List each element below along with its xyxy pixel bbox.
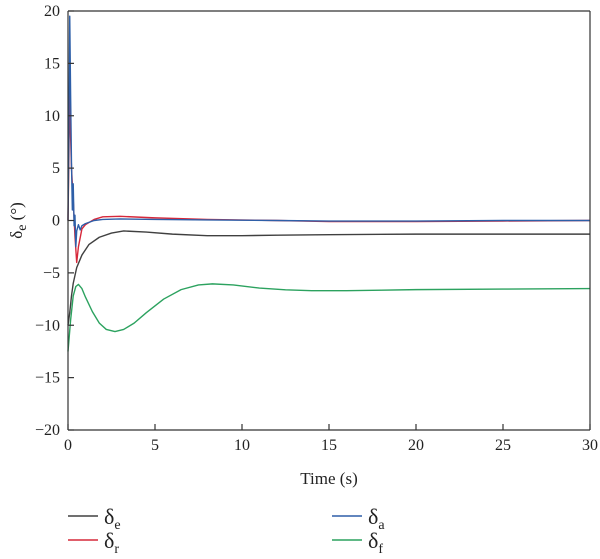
- y-tick-label: −5: [43, 265, 60, 282]
- x-tick-label: 30: [582, 437, 598, 454]
- y-axis-title-sub: e: [15, 225, 30, 231]
- y-axis-title: δe (°): [7, 202, 30, 239]
- legend-label-sub: r: [114, 542, 119, 557]
- x-tick-label: 15: [321, 437, 337, 454]
- x-axis-title: Time (s): [300, 469, 357, 488]
- legend-label-sub: e: [114, 518, 120, 533]
- y-tick-label: −20: [35, 422, 60, 439]
- x-tick-label: 0: [64, 437, 72, 454]
- legend-label-sub: a: [378, 518, 385, 533]
- legend-label-main: δ: [104, 528, 114, 553]
- legend-label-main: δ: [368, 504, 378, 529]
- y-tick-label: 5: [52, 160, 60, 177]
- y-tick-label: −15: [35, 370, 60, 387]
- y-axis-title-unit: (°): [7, 202, 26, 224]
- y-tick-label: 0: [52, 213, 60, 230]
- series-line-e: [67, 230, 590, 326]
- legend-label-sub: f: [378, 542, 383, 557]
- legend-label-r: δr: [104, 528, 119, 557]
- y-tick-label: 20: [44, 3, 60, 20]
- x-tick-label: 20: [408, 437, 424, 454]
- legend-label-e: δe: [104, 504, 121, 533]
- legend-label-main: δ: [368, 528, 378, 553]
- legend-label-a: δa: [368, 504, 385, 533]
- y-tick-label: 15: [44, 55, 60, 72]
- y-axis-title-main: δ: [7, 231, 26, 239]
- series-line-a: [67, 15, 590, 248]
- ticks-group: 0 5 10 15 20 25 30 −20 −15 −10 −5 0 5 10 15 20: [35, 3, 598, 454]
- x-tick-label: 10: [234, 437, 250, 454]
- x-tick-label: 25: [495, 437, 511, 454]
- x-tick-label: 5: [151, 437, 159, 454]
- y-tick-label: −10: [35, 317, 60, 334]
- legend-label-main: δ: [104, 504, 114, 529]
- series-line-f: [67, 283, 591, 352]
- y-tick-label: 10: [44, 108, 60, 125]
- legend-label-f: δf: [368, 528, 383, 557]
- series-group: [67, 15, 591, 352]
